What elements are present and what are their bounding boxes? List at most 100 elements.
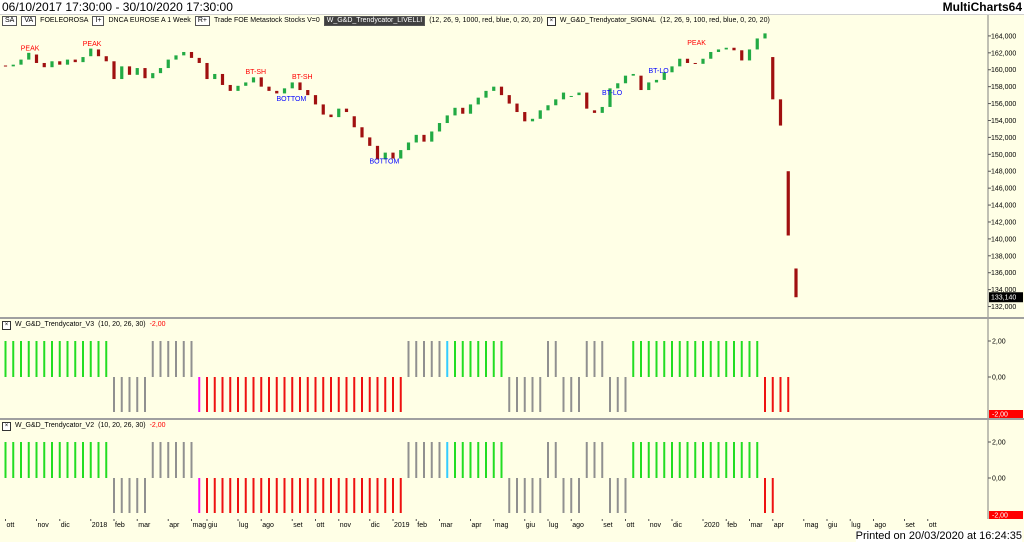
osc-value-box bbox=[989, 410, 1023, 418]
time-tick-label: feb bbox=[417, 522, 427, 529]
candle bbox=[368, 137, 372, 146]
candle bbox=[127, 66, 132, 75]
time-tick-label: mag bbox=[805, 522, 819, 529]
signal-annotation: PEAK bbox=[21, 45, 40, 52]
candle bbox=[771, 57, 775, 100]
time-tick-label: mar bbox=[441, 522, 454, 529]
candle bbox=[414, 134, 418, 143]
price-tick-label: 158,000 bbox=[991, 84, 1016, 91]
candle bbox=[724, 47, 728, 50]
candle bbox=[120, 66, 124, 80]
candle bbox=[298, 82, 302, 91]
candle bbox=[151, 73, 155, 79]
legend-chip-sa[interactable]: SA bbox=[2, 16, 18, 26]
candle bbox=[205, 62, 209, 80]
candle bbox=[220, 73, 225, 85]
candle bbox=[42, 62, 46, 68]
candle bbox=[678, 58, 682, 67]
candle bbox=[375, 145, 380, 160]
candle bbox=[275, 90, 279, 94]
candle bbox=[453, 107, 457, 116]
time-tick-label: giu bbox=[208, 522, 217, 529]
candle bbox=[778, 99, 783, 126]
candle bbox=[104, 56, 108, 62]
pane-divider[interactable] bbox=[0, 317, 1024, 319]
candle bbox=[585, 92, 589, 109]
osc1-chart[interactable]: 2,00 0,00 -2,00 bbox=[0, 319, 1024, 418]
time-axis[interactable]: ott nov dic 2018 feb mar apr mag giu lug ago set ott… bbox=[0, 519, 1024, 529]
window-titlebar: 06/10/2017 17:30:00 - 30/10/2020 17:30:0… bbox=[0, 0, 1024, 15]
indicator-signal[interactable]: W_G&D_Trendycator_SIGNAL bbox=[559, 17, 657, 24]
close-icon[interactable]: × bbox=[546, 16, 556, 26]
candle bbox=[592, 110, 597, 113]
legend-chip-va[interactable]: VA bbox=[21, 16, 37, 26]
candle bbox=[329, 114, 333, 118]
candle bbox=[174, 55, 178, 60]
time-tick-label: giu bbox=[526, 522, 535, 529]
osc2-name: W_G&D_Trendycator_V2 bbox=[15, 422, 95, 429]
price-tick-label: 162,000 bbox=[991, 50, 1016, 57]
close-icon[interactable]: × bbox=[2, 421, 11, 431]
legend-chip-i[interactable]: I+ bbox=[92, 16, 105, 26]
candle bbox=[73, 59, 77, 63]
legend-chip-r[interactable]: R+ bbox=[194, 16, 210, 26]
indicator-livelli[interactable]: W_G&D_Trendycator_LIVELLI bbox=[323, 16, 426, 26]
signal-annotation: BT-SH bbox=[292, 74, 313, 81]
app-brand: MultiCharts64 bbox=[942, 0, 1022, 14]
candle bbox=[313, 95, 318, 105]
signal-annotation: PEAK bbox=[687, 40, 706, 47]
candle bbox=[96, 49, 101, 57]
candle bbox=[740, 50, 744, 61]
candle bbox=[391, 152, 395, 159]
candle bbox=[647, 82, 651, 91]
candle bbox=[523, 112, 527, 122]
candle bbox=[515, 103, 519, 113]
candle bbox=[530, 118, 535, 122]
candle bbox=[282, 88, 287, 94]
time-tick-label: dic bbox=[371, 522, 380, 529]
time-tick-label: lug bbox=[239, 522, 248, 529]
time-tick-label: feb bbox=[115, 522, 125, 529]
osc2-pane[interactable]: × W_G&D_Trendycator_V2 (10, 20, 26, 30) … bbox=[0, 420, 1024, 519]
time-tick-label: ago bbox=[875, 522, 887, 529]
candle bbox=[693, 62, 697, 64]
time-tick-label: dic bbox=[61, 522, 70, 529]
candle bbox=[228, 84, 232, 91]
osc1-name: W_G&D_Trendycator_V3 bbox=[15, 321, 95, 328]
candle bbox=[65, 59, 70, 65]
time-tick-label: lug bbox=[549, 522, 558, 529]
price-tick-label: 156,000 bbox=[991, 101, 1016, 108]
time-tick-label: apr bbox=[169, 522, 180, 529]
candle bbox=[732, 47, 736, 51]
candle bbox=[19, 59, 23, 65]
candle bbox=[561, 92, 566, 100]
price-tick-label: 134,000 bbox=[991, 287, 1016, 294]
price-tick-label: 148,000 bbox=[991, 169, 1016, 176]
price-pane[interactable]: SA VA FOELEOROSA I+ DNCA EUROSE A 1 Week… bbox=[0, 15, 1024, 317]
osc-tick-label: 0,00 bbox=[992, 476, 1006, 483]
candle bbox=[476, 97, 480, 105]
candle bbox=[554, 99, 558, 106]
candle bbox=[430, 131, 434, 142]
candle bbox=[492, 86, 496, 91]
pane-divider[interactable] bbox=[0, 418, 1024, 420]
candle bbox=[290, 82, 294, 89]
candle bbox=[639, 75, 643, 91]
candle bbox=[654, 79, 659, 83]
candle bbox=[484, 90, 488, 98]
close-icon[interactable]: × bbox=[2, 320, 11, 330]
osc1-legend: × W_G&D_Trendycator_V3 (10, 20, 26, 30) … bbox=[2, 320, 166, 330]
time-tick-label: apr bbox=[774, 522, 785, 529]
time-tick-label: nov bbox=[38, 522, 50, 529]
price-chart[interactable]: 164,000 162,000 160,000 158,000 156,000 154,0… bbox=[0, 15, 1024, 317]
osc2-chart[interactable]: 2,00 0,00 -2,00 bbox=[0, 420, 1024, 519]
candle bbox=[306, 90, 310, 96]
time-tick-label: ago bbox=[262, 522, 274, 529]
candle bbox=[213, 73, 217, 80]
candle bbox=[507, 95, 511, 104]
candle bbox=[112, 61, 116, 80]
candle bbox=[89, 48, 93, 57]
time-tick-label: apr bbox=[472, 522, 483, 529]
indicator-signal-params: (12, 26, 9, 100, red, blue, 0, 20, 20) bbox=[660, 17, 770, 24]
osc1-pane[interactable]: × W_G&D_Trendycator_V3 (10, 20, 26, 30) … bbox=[0, 319, 1024, 418]
